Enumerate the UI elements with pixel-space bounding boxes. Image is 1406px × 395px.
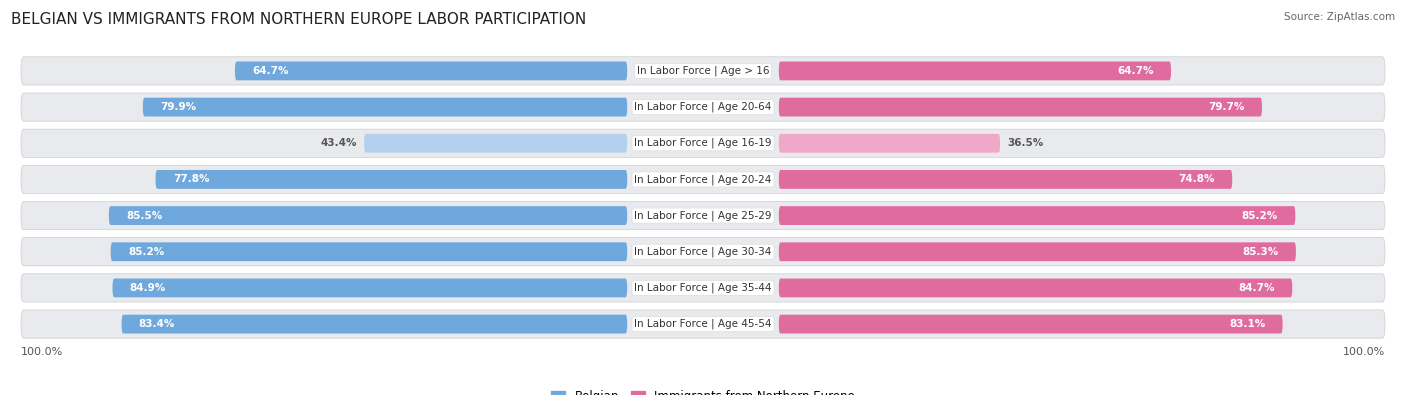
FancyBboxPatch shape <box>121 315 627 333</box>
Text: 85.2%: 85.2% <box>128 247 165 257</box>
FancyBboxPatch shape <box>779 98 1263 117</box>
FancyBboxPatch shape <box>779 62 1171 80</box>
Text: 83.1%: 83.1% <box>1229 319 1265 329</box>
FancyBboxPatch shape <box>779 315 1282 333</box>
FancyBboxPatch shape <box>779 170 1232 189</box>
FancyBboxPatch shape <box>21 93 1385 121</box>
Text: In Labor Force | Age 30-34: In Labor Force | Age 30-34 <box>634 246 772 257</box>
Text: Source: ZipAtlas.com: Source: ZipAtlas.com <box>1284 12 1395 22</box>
Text: In Labor Force | Age 35-44: In Labor Force | Age 35-44 <box>634 283 772 293</box>
Legend: Belgian, Immigrants from Northern Europe: Belgian, Immigrants from Northern Europe <box>546 385 860 395</box>
FancyBboxPatch shape <box>235 62 627 80</box>
Text: 74.8%: 74.8% <box>1178 175 1215 184</box>
Text: 36.5%: 36.5% <box>1007 138 1043 148</box>
Text: 79.7%: 79.7% <box>1208 102 1244 112</box>
FancyBboxPatch shape <box>779 278 1292 297</box>
Text: In Labor Force | Age 45-54: In Labor Force | Age 45-54 <box>634 319 772 329</box>
Text: 100.0%: 100.0% <box>1343 346 1385 357</box>
FancyBboxPatch shape <box>21 274 1385 302</box>
FancyBboxPatch shape <box>21 238 1385 266</box>
FancyBboxPatch shape <box>111 243 627 261</box>
FancyBboxPatch shape <box>364 134 627 152</box>
Text: 77.8%: 77.8% <box>173 175 209 184</box>
FancyBboxPatch shape <box>112 278 627 297</box>
Text: 83.4%: 83.4% <box>139 319 176 329</box>
FancyBboxPatch shape <box>779 243 1296 261</box>
Text: 85.3%: 85.3% <box>1243 247 1278 257</box>
Text: 79.9%: 79.9% <box>160 102 197 112</box>
Text: In Labor Force | Age 16-19: In Labor Force | Age 16-19 <box>634 138 772 149</box>
FancyBboxPatch shape <box>143 98 627 117</box>
Text: BELGIAN VS IMMIGRANTS FROM NORTHERN EUROPE LABOR PARTICIPATION: BELGIAN VS IMMIGRANTS FROM NORTHERN EURO… <box>11 12 586 27</box>
FancyBboxPatch shape <box>21 201 1385 229</box>
FancyBboxPatch shape <box>21 129 1385 157</box>
Text: In Labor Force | Age 25-29: In Labor Force | Age 25-29 <box>634 210 772 221</box>
Text: 84.7%: 84.7% <box>1239 283 1275 293</box>
FancyBboxPatch shape <box>156 170 627 189</box>
Text: 85.5%: 85.5% <box>127 211 162 220</box>
Text: 84.9%: 84.9% <box>129 283 166 293</box>
FancyBboxPatch shape <box>779 134 1000 152</box>
FancyBboxPatch shape <box>21 166 1385 194</box>
Text: In Labor Force | Age 20-64: In Labor Force | Age 20-64 <box>634 102 772 112</box>
Text: 43.4%: 43.4% <box>321 138 357 148</box>
Text: 100.0%: 100.0% <box>21 346 63 357</box>
FancyBboxPatch shape <box>779 206 1295 225</box>
Text: In Labor Force | Age 20-24: In Labor Force | Age 20-24 <box>634 174 772 185</box>
FancyBboxPatch shape <box>21 310 1385 338</box>
Text: In Labor Force | Age > 16: In Labor Force | Age > 16 <box>637 66 769 76</box>
FancyBboxPatch shape <box>21 57 1385 85</box>
FancyBboxPatch shape <box>108 206 627 225</box>
Text: 64.7%: 64.7% <box>252 66 288 76</box>
Text: 64.7%: 64.7% <box>1118 66 1154 76</box>
Text: 85.2%: 85.2% <box>1241 211 1278 220</box>
